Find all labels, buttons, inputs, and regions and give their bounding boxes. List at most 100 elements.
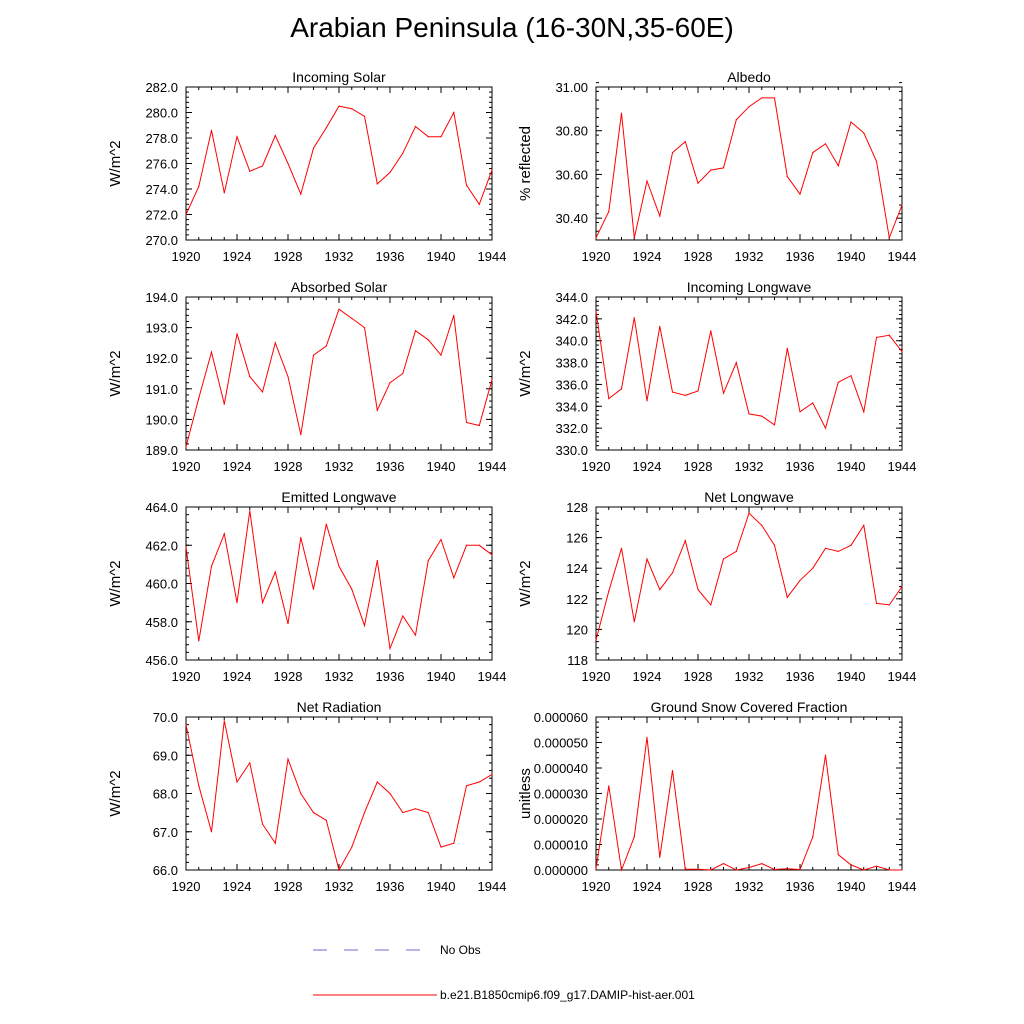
x-tick-label: 1944 <box>478 879 507 894</box>
x-tick-label: 1928 <box>684 879 713 894</box>
data-point <box>595 868 597 870</box>
data-point <box>376 781 378 783</box>
x-tick-label: 1944 <box>478 669 507 684</box>
data-point <box>748 413 750 415</box>
data-point <box>478 203 480 205</box>
data-point <box>824 754 827 756</box>
data-point <box>875 160 878 162</box>
data-point <box>491 773 493 775</box>
legend-obs-label: No Obs <box>440 943 481 957</box>
data-point <box>735 550 737 552</box>
x-tick-label: 1924 <box>633 459 662 474</box>
panel-1: Incoming Solar W/m^2 1920 1924 1928 1932 1936 1… <box>107 69 506 264</box>
y-tick-label: 274.0 <box>145 182 178 197</box>
data-point <box>465 421 468 424</box>
data-point <box>338 869 340 871</box>
data-point <box>185 546 187 548</box>
data-point <box>850 121 852 123</box>
data-point <box>236 136 238 138</box>
data-point <box>402 615 404 617</box>
data-point <box>300 193 302 195</box>
data-point <box>427 812 429 814</box>
data-point <box>274 571 276 573</box>
data-point <box>633 237 635 239</box>
data-point <box>363 624 366 627</box>
data-point <box>620 388 623 390</box>
data-point <box>901 351 903 353</box>
x-tick-label: 1936 <box>376 879 405 894</box>
x-tick-label: 1932 <box>735 249 764 264</box>
data-point <box>595 639 597 641</box>
x-tick-label: 1932 <box>735 879 764 894</box>
x-tick-label: 1936 <box>376 459 405 474</box>
data-point <box>491 554 493 556</box>
data-point <box>453 842 455 844</box>
data-point <box>659 325 661 328</box>
data-point <box>748 106 750 108</box>
data-point <box>863 132 865 134</box>
plot-frame <box>185 86 493 241</box>
y-tick-label: 340.0 <box>555 334 588 349</box>
data-point <box>414 808 417 810</box>
data-point <box>210 565 213 567</box>
x-tick-label: 1928 <box>274 459 303 474</box>
data-point <box>414 330 417 332</box>
data-point <box>888 869 890 871</box>
data-point <box>274 842 276 844</box>
series-line <box>185 308 493 448</box>
data-point <box>684 540 686 542</box>
data-point <box>300 792 302 795</box>
y-tick-label: 189.0 <box>145 443 178 458</box>
x-tick-label: 1920 <box>172 459 201 474</box>
x-tick-label: 1936 <box>376 669 405 684</box>
data-point <box>389 382 391 384</box>
data-point <box>274 342 276 344</box>
y-axis-label: W/m^2 <box>517 560 534 606</box>
data-point <box>837 381 839 383</box>
data-point <box>325 523 327 525</box>
plot-frame <box>595 296 903 451</box>
data-point <box>440 354 442 356</box>
y-axis-label: W/m^2 <box>107 140 124 186</box>
data-point <box>465 184 468 186</box>
x-tick-label: 1936 <box>376 249 405 264</box>
x-tick-label: 1932 <box>325 249 354 264</box>
data-point <box>249 170 251 172</box>
y-tick-label: 0.000000 <box>534 863 588 878</box>
plot-frame <box>595 716 903 871</box>
x-tick-label: 1924 <box>223 459 252 474</box>
data-point <box>697 868 699 870</box>
y-tick-label: 462.0 <box>145 538 178 553</box>
x-tick-label: 1940 <box>837 669 866 684</box>
y-tick-label: 128 <box>566 500 588 515</box>
data-point <box>210 351 213 353</box>
data-point <box>901 585 903 588</box>
y-tick-label: 282.0 <box>145 80 178 95</box>
data-point <box>300 434 302 436</box>
data-point <box>671 151 674 154</box>
panel-8: Ground Snow Covered Fraction unitless 1920… <box>517 699 916 894</box>
y-axis-label: W/m^2 <box>517 350 534 396</box>
data-point <box>185 724 187 726</box>
y-axis-label: % reflected <box>517 126 534 201</box>
data-point <box>595 310 597 312</box>
data-point <box>888 334 890 336</box>
data-point <box>198 185 200 188</box>
x-tick-label: 1940 <box>427 669 456 684</box>
data-point <box>633 836 635 838</box>
data-point <box>773 424 776 426</box>
x-tick-label: 1932 <box>735 459 764 474</box>
x-tick-label: 1924 <box>633 249 662 264</box>
y-axis-label: unitless <box>517 768 534 819</box>
data-point <box>389 647 391 650</box>
data-point <box>198 785 200 787</box>
data-point <box>389 171 391 174</box>
x-tick-label: 1920 <box>172 669 201 684</box>
data-point <box>287 162 289 165</box>
panel-3: Absorbed Solar W/m^2 1920 1924 1928 1932 1936 1… <box>107 279 506 474</box>
panel-5: Emitted Longwave W/m^2 1920 1924 1928 1932 193… <box>107 489 506 684</box>
data-point <box>633 317 635 319</box>
y-tick-label: 0.000040 <box>534 761 588 776</box>
y-tick-label: 120 <box>566 622 588 637</box>
data-point <box>850 375 852 377</box>
